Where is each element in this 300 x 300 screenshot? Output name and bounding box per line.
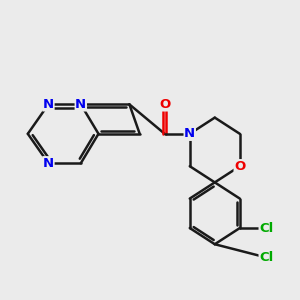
Text: O: O [159, 98, 170, 111]
Text: N: N [43, 98, 54, 111]
Text: Cl: Cl [259, 221, 273, 235]
Text: Cl: Cl [259, 251, 273, 264]
Text: N: N [75, 98, 86, 111]
Text: N: N [43, 157, 54, 170]
Text: O: O [234, 160, 245, 173]
Text: N: N [184, 127, 195, 140]
